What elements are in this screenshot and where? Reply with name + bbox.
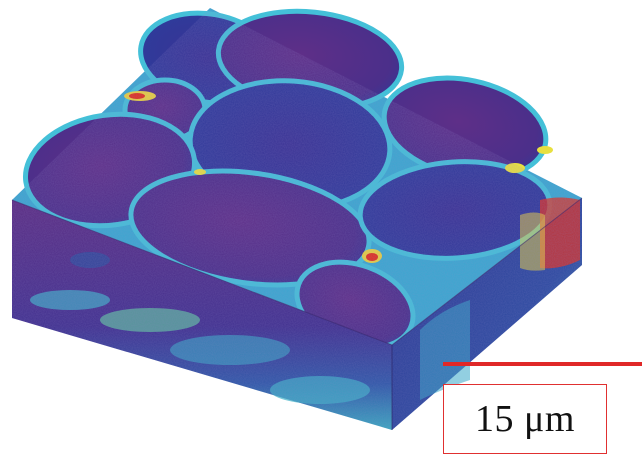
scale-label: 15 μm bbox=[475, 398, 575, 440]
scale-bar bbox=[443, 362, 642, 366]
scale-box: 15 μm bbox=[443, 384, 607, 454]
